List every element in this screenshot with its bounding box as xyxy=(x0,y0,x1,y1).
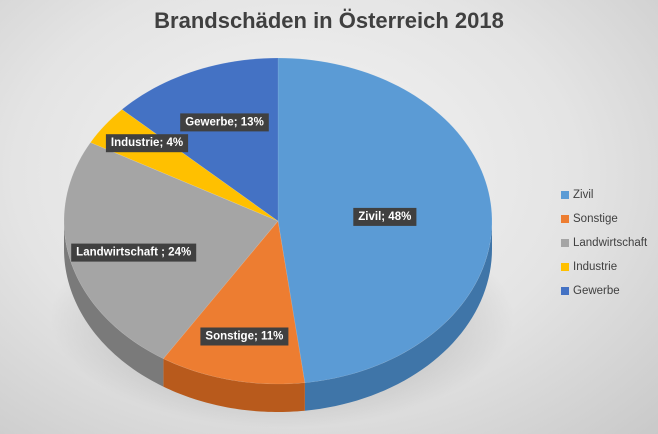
legend-label: Zivil xyxy=(573,189,594,201)
data-label-zivil: Zivil; 48% xyxy=(353,207,417,226)
legend-label: Industrie xyxy=(573,261,618,273)
data-label-box xyxy=(105,134,189,153)
data-label-text: Landwirtschaft ; 24% xyxy=(76,247,191,259)
legend-label: Sonstige xyxy=(573,213,618,225)
legend-swatch xyxy=(561,239,569,247)
data-label-text: Sonstige; 11% xyxy=(205,331,283,343)
data-label-text: Industrie; 4% xyxy=(111,137,183,149)
pie-side-landwirtschaft xyxy=(64,221,164,387)
data-label-box xyxy=(353,207,417,226)
legend-item-gewerbe: Gewerbe xyxy=(561,279,647,303)
data-label-gewerbe: Gewerbe; 13% xyxy=(180,113,269,132)
data-label-industrie: Industrie; 4% xyxy=(105,134,189,153)
legend-item-zivil: Zivil xyxy=(561,183,647,207)
legend-item-industrie: Industrie xyxy=(561,255,647,279)
chart-title: Brandschäden in Österreich 2018 xyxy=(154,8,504,33)
data-label-box xyxy=(200,327,289,346)
legend-swatch xyxy=(561,191,569,199)
legend-swatch xyxy=(561,215,569,223)
data-label-landwirtschaft: Landwirtschaft ; 24% xyxy=(71,243,197,262)
chart-legend: Zivil Sonstige Landwirtschaft Industrie Gewe… xyxy=(561,183,647,303)
pie-slice-gewerbe xyxy=(121,57,279,222)
legend-item-landwirtschaft: Landwirtschaft xyxy=(561,231,647,255)
legend-label: Gewerbe xyxy=(573,285,620,297)
data-label-text: Gewerbe; 13% xyxy=(185,116,264,128)
data-label-box xyxy=(180,113,269,132)
legend-swatch xyxy=(561,263,569,271)
legend-swatch xyxy=(561,287,569,295)
data-label-box xyxy=(71,243,197,262)
pie-side-zivil xyxy=(304,221,492,411)
data-label-sonstige: Sonstige; 11% xyxy=(200,327,289,346)
legend-label: Landwirtschaft xyxy=(573,237,648,249)
pie-side-sonstige xyxy=(163,358,305,412)
pie-data-labels: Zivil; 48% Sonstige; 11% Landwirtschaft ; … xyxy=(71,113,417,346)
pie-sides xyxy=(64,221,492,412)
data-label-text: Zivil; 48% xyxy=(358,211,411,223)
legend-item-sonstige: Sonstige xyxy=(561,207,647,231)
